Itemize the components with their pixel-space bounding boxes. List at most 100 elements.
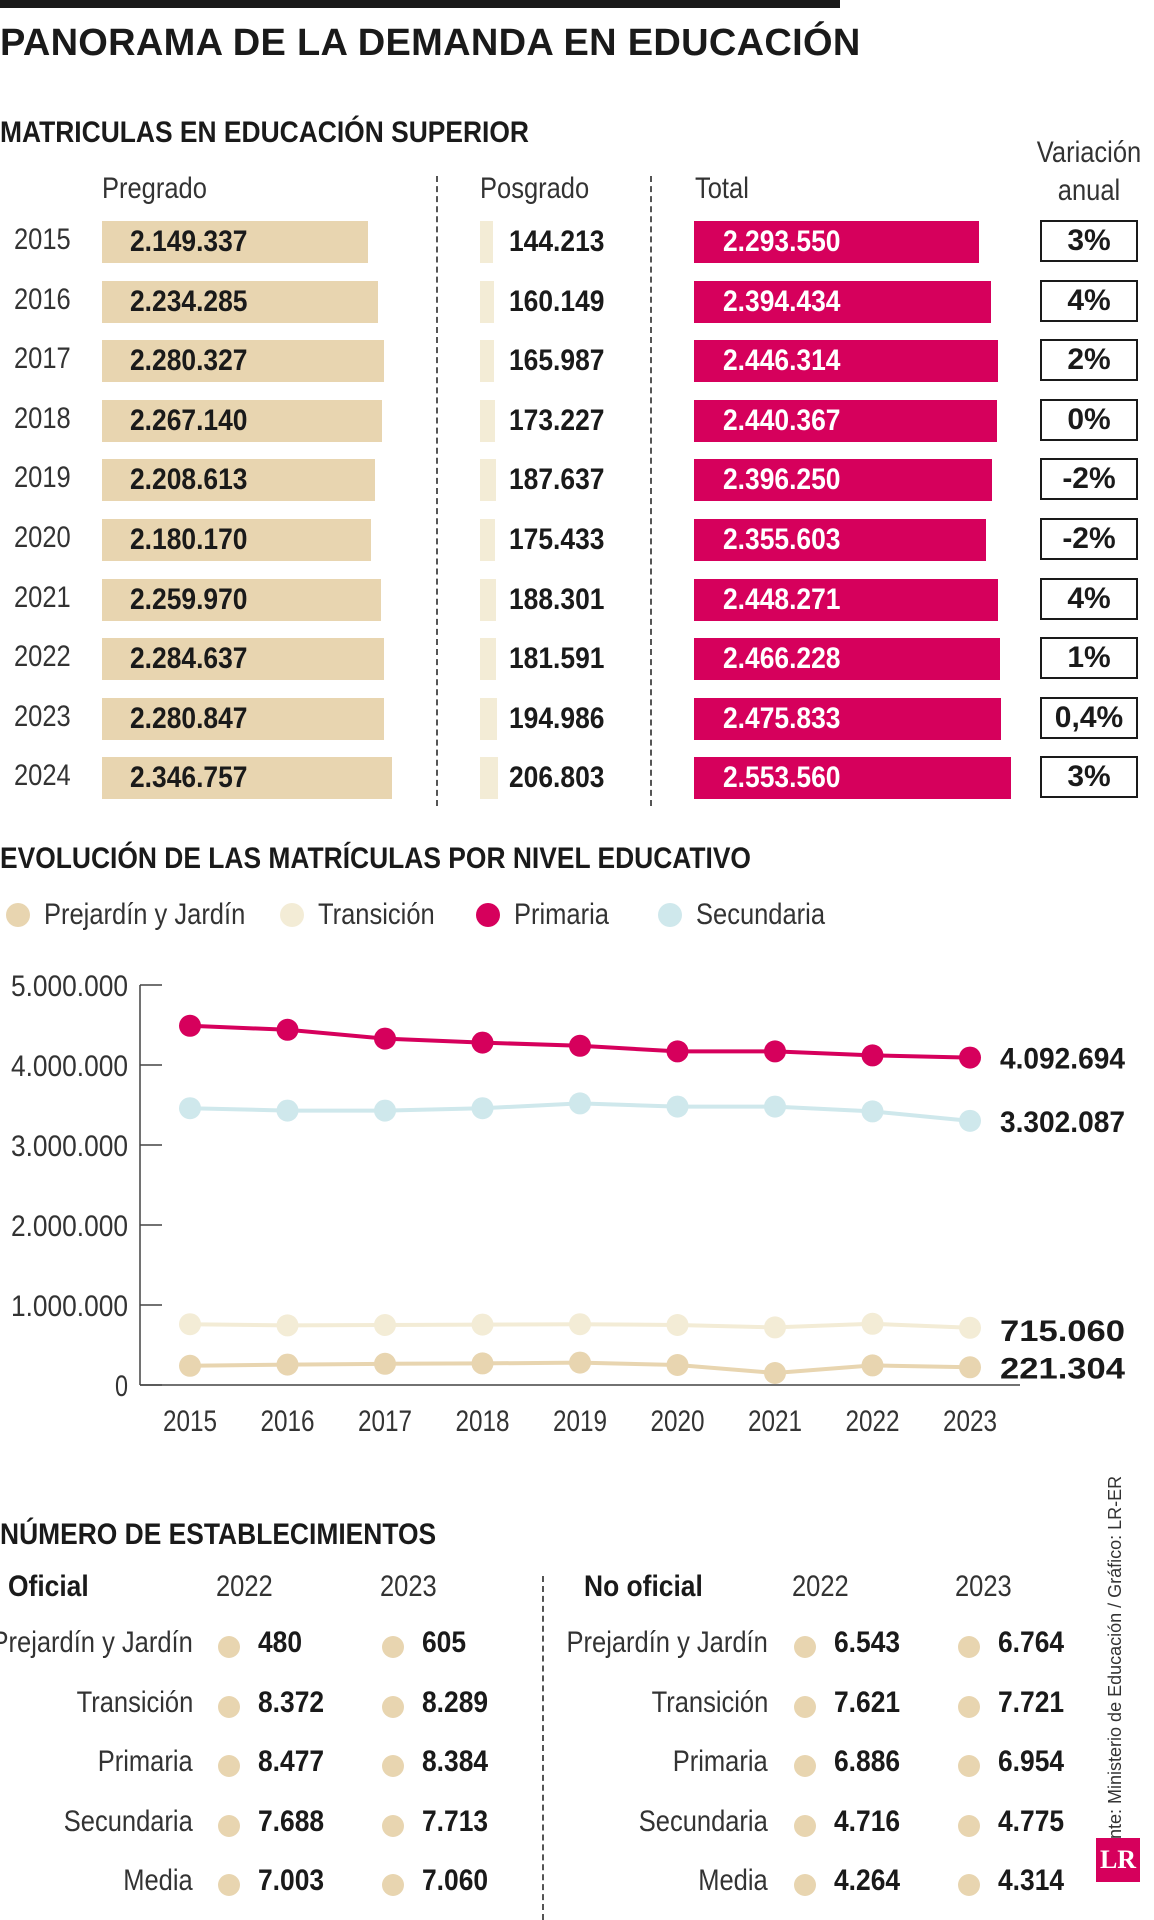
data-point (666, 1040, 689, 1063)
value-pregrado: 2.280.327 (130, 344, 248, 378)
est-dot (382, 1874, 404, 1896)
variation-box: -2% (1040, 518, 1138, 560)
data-point (374, 1314, 396, 1336)
est-dot (382, 1636, 404, 1658)
y-tick-label: 4.000.000 (11, 1050, 128, 1083)
value-pregrado: 2.180.170 (130, 523, 248, 556)
variation-box: 0,4% (1040, 696, 1138, 739)
data-point (569, 1313, 591, 1336)
legend-label: Primaria (514, 898, 609, 931)
value-posgrado: 206.803 (509, 761, 605, 795)
value-pregrado: 2.267.140 (130, 403, 248, 437)
bar-pregrado (102, 221, 368, 263)
data-point (764, 1362, 786, 1384)
variation-box: 4% (1040, 577, 1138, 620)
bar-posgrado (480, 697, 497, 740)
bar-total (694, 340, 998, 383)
data-point (179, 1354, 201, 1377)
variation-box: 0% (1040, 398, 1138, 441)
est-value-2022: 6.886 (834, 1745, 901, 1778)
data-point (276, 1099, 299, 1122)
est-dot (794, 1814, 816, 1837)
value-pregrado: 2.259.970 (130, 582, 248, 616)
est-category: Media (123, 1864, 193, 1897)
est-dot (382, 1695, 404, 1718)
est-dot (218, 1636, 240, 1658)
variation-box: 3% (1040, 756, 1138, 799)
end-value-label: 3.302.087 (1000, 1106, 1125, 1139)
x-tick-label: 2023 (943, 1405, 997, 1438)
data-point (666, 1354, 689, 1376)
variation-box: 4% (1040, 279, 1138, 322)
y-tick-label: 5.000.000 (11, 970, 128, 1003)
y-tick-label: 3.000.000 (11, 1130, 128, 1163)
value-total: 2.394.434 (723, 284, 841, 318)
est-value-2022: 7.688 (258, 1804, 325, 1838)
col-variacion-line2: anual (1057, 174, 1121, 207)
legend-dot (280, 903, 304, 927)
year-label: 2015 (14, 223, 71, 256)
est-value-2022: 8.372 (258, 1685, 325, 1719)
establishments-title: NÚMERO DE ESTABLECIMIENTOS (0, 1518, 437, 1551)
est-value-2023: 6.764 (998, 1626, 1065, 1659)
bar-posgrado (480, 638, 496, 681)
bar-posgrado (480, 459, 497, 502)
bar-pregrado (102, 519, 372, 561)
data-point (276, 1353, 299, 1376)
bar-posgrado (480, 578, 497, 621)
data-point (179, 1097, 201, 1120)
est-category: Secundaria (63, 1804, 193, 1838)
bar-total (694, 638, 1001, 681)
est-year-header: 2022 (792, 1570, 849, 1603)
bar-posgrado (480, 519, 496, 561)
value-total: 2.293.550 (723, 225, 841, 258)
bar-pregrado (102, 638, 385, 681)
value-total: 2.448.271 (723, 582, 841, 616)
data-point (179, 1014, 201, 1037)
est-value-2022: 480 (258, 1626, 303, 1659)
col-total-header: Total (695, 172, 749, 205)
divider-oficial-nooficial (542, 1576, 544, 1920)
data-point (764, 1040, 786, 1063)
year-label: 2022 (14, 640, 71, 674)
year-label: 2016 (14, 282, 71, 316)
value-total: 2.396.250 (723, 463, 841, 497)
bar-pregrado (102, 578, 382, 621)
year-label: 2024 (14, 759, 71, 793)
x-tick-label: 2016 (261, 1405, 315, 1438)
est-dot (218, 1874, 240, 1896)
variation-box: -2% (1040, 458, 1138, 501)
value-pregrado: 2.280.847 (130, 701, 248, 735)
legend-dot (476, 903, 500, 927)
data-point (959, 1316, 981, 1339)
est-category: Primaria (673, 1745, 768, 1778)
line-chart: 0 1.000.000 2.000.000 3.000.000 4.000.000 5.0… (11, 970, 1125, 1438)
top-rule (0, 0, 840, 8)
value-total: 2.446.314 (723, 344, 841, 378)
bar-total (694, 578, 998, 621)
legend-item: Prejardín y Jardín (6, 898, 281, 932)
est-category: Media (698, 1864, 768, 1897)
value-total: 2.355.603 (723, 523, 841, 556)
est-dot (794, 1695, 816, 1718)
bar-total (694, 697, 1002, 740)
legend-item: Secundaria (658, 898, 848, 932)
data-point (666, 1314, 689, 1336)
col-pregrado-header: Pregrado (102, 172, 207, 205)
est-value-2023: 8.384 (422, 1745, 489, 1778)
year-label: 2023 (14, 699, 71, 733)
data-point (179, 1313, 201, 1336)
end-value-label: 715.060 (1000, 1315, 1125, 1348)
data-point (374, 1352, 396, 1375)
est-category: Transición (76, 1685, 193, 1719)
col-variacion-line1: Variación (1036, 136, 1142, 169)
year-label: 2018 (14, 401, 71, 435)
bar-total (694, 399, 997, 442)
legend-label: Secundaria (696, 898, 826, 931)
est-category: Secundaria (638, 1804, 768, 1838)
bar-pregrado (102, 697, 384, 740)
est-dot (218, 1695, 240, 1718)
est-value-2023: 6.954 (998, 1745, 1065, 1778)
est-group-label: No oficial (584, 1570, 703, 1603)
data-point (666, 1095, 689, 1118)
